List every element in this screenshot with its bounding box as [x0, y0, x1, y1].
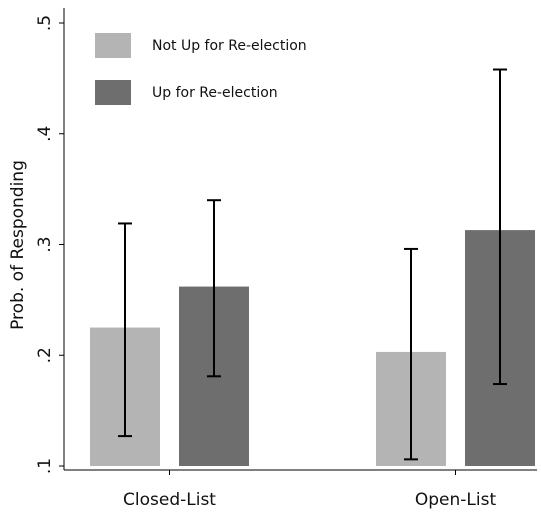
- x-tick-label: Closed-List: [123, 490, 216, 510]
- y-tick-label: .2: [35, 347, 55, 363]
- x-tick-label: Open-List: [415, 490, 497, 510]
- y-tick-label: .4: [35, 126, 55, 142]
- legend-label: Not Up for Re-election: [152, 38, 307, 54]
- legend-label: Up for Re-election: [152, 85, 278, 101]
- y-tick-label: .3: [35, 236, 55, 252]
- y-tick-label: .5: [35, 15, 55, 31]
- y-tick-label: .1: [35, 458, 55, 474]
- y-axis-title: Prob. of Responding: [8, 160, 28, 330]
- legend-swatch: [95, 33, 131, 58]
- legend-swatch: [95, 80, 131, 105]
